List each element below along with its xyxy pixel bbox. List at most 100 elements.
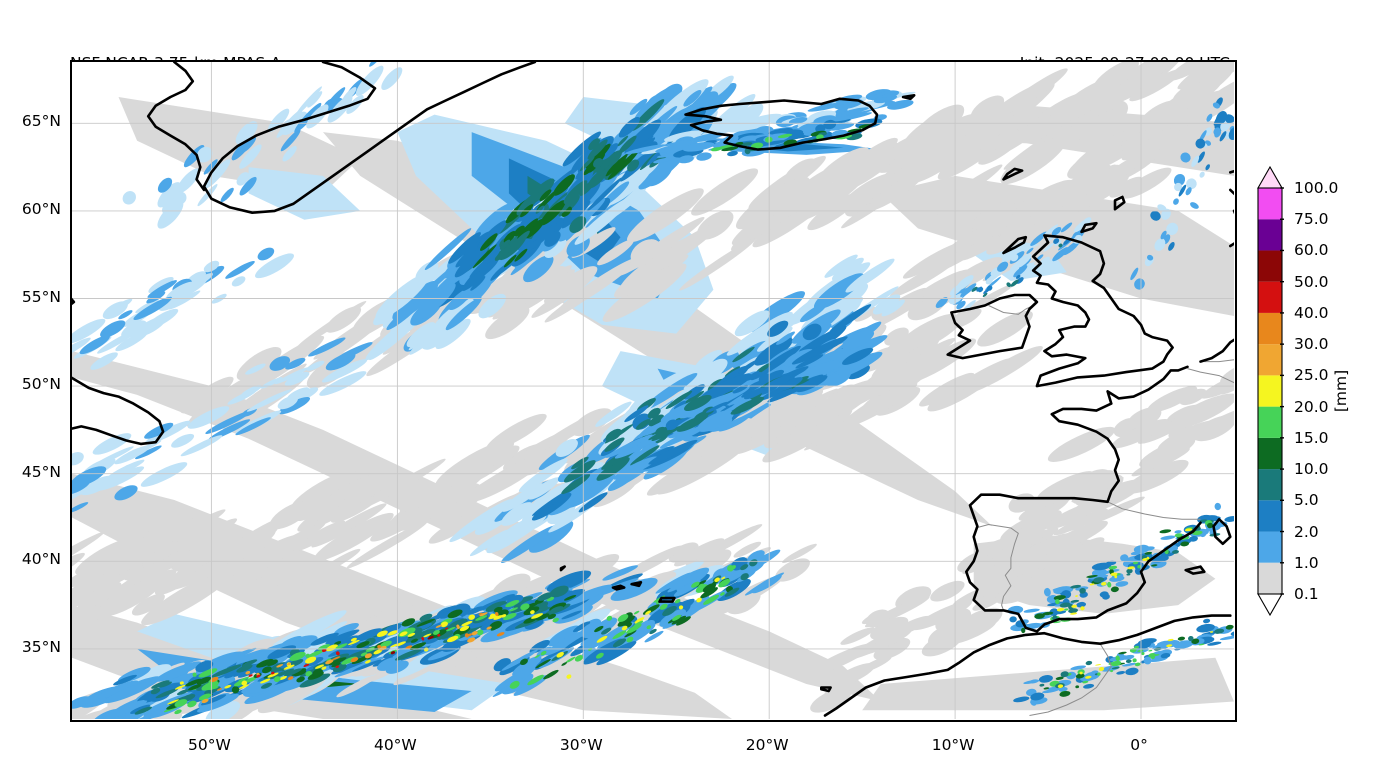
- coastline-azores-1: [611, 584, 626, 591]
- precip-streaks-cyc-green: [472, 135, 640, 269]
- colorbar-band-4: [1258, 437, 1282, 470]
- colorbar-tick-label: 5.0: [1294, 491, 1319, 510]
- coastline-greenland-west-inner: [146, 62, 206, 192]
- latitude-tick-label: 65°N: [21, 112, 61, 131]
- longitude-tick-label: 50°W: [188, 736, 231, 754]
- coastline-greenland-south: [202, 62, 537, 214]
- precip-streaks-iberia-green: [1021, 519, 1221, 634]
- latitude-tick-label: 50°N: [21, 375, 61, 394]
- colorbar-tick-label: 100.0: [1294, 179, 1339, 197]
- colorbar-band-9: [1258, 281, 1282, 313]
- map-graphic: [72, 62, 1234, 719]
- colorbar-tick-label: 25.0: [1294, 366, 1329, 385]
- colorbar-under-arrow: [1257, 593, 1283, 616]
- border-belgium-netherlands: [1204, 359, 1234, 363]
- colorbar-band-7: [1258, 344, 1282, 376]
- coastline-faroe: [1002, 167, 1024, 181]
- colorbar-tick-label: 60.0: [1294, 241, 1329, 260]
- coastline-norway-south: [1229, 242, 1234, 248]
- colorbar-tick-label: 75.0: [1294, 210, 1329, 229]
- precip-streaks-itcz-orange: [201, 612, 505, 704]
- colorbar-tick-label: 15.0: [1294, 428, 1329, 447]
- colorbar-tick-label: 10.0: [1294, 460, 1329, 479]
- border-france-belgium-germany: [1187, 368, 1234, 384]
- precip-streaks-itcz2-yellow: [534, 576, 726, 679]
- coastline-orkney: [1080, 221, 1098, 234]
- border-portugal-spain: [975, 523, 1019, 611]
- colorbar-band-2: [1258, 500, 1282, 532]
- coastline-north-africa: [823, 614, 1232, 717]
- coastline-corsica-sardinia: [1212, 518, 1232, 546]
- coastline-madeira: [820, 686, 832, 693]
- colorbar: [1256, 166, 1284, 616]
- national-borders: [975, 305, 1234, 716]
- colorbar-band-12: [1258, 188, 1282, 220]
- precip-streaks-greenland-lt: [122, 62, 403, 229]
- coastline-newfoundland: [72, 376, 165, 446]
- precip-streaks-itcz-red: [248, 627, 449, 678]
- colorbar-band-11: [1258, 219, 1282, 251]
- longitude-tick-label: 10°W: [931, 736, 975, 754]
- precip-streaks-trace-east: [807, 360, 1234, 713]
- coastline-mallorca: [1184, 565, 1206, 575]
- precip-streaks-norway-blue: [1130, 97, 1234, 290]
- coastline-ireland: [946, 293, 1039, 360]
- colorbar-band-lowest: [1258, 562, 1282, 594]
- coastlines: [72, 62, 1234, 717]
- precip-streaks-band2-green: [648, 354, 828, 441]
- latitude-tick-label: 55°N: [21, 287, 61, 306]
- colorbar-tick-label: 20.0: [1294, 397, 1329, 416]
- gridlines: [72, 62, 1234, 719]
- colorbar-band-8: [1258, 312, 1282, 345]
- precipitation-layer: [72, 62, 1234, 719]
- colorbar-band-10: [1258, 250, 1282, 282]
- latitude-tick-label: 35°N: [21, 637, 61, 656]
- precip-streaks-itcz2-green: [509, 559, 758, 689]
- precip-region-trace-africa: [862, 657, 1234, 711]
- coastline-orkney-shetland: [1113, 195, 1126, 211]
- colorbar-tick-label: 30.0: [1294, 335, 1329, 354]
- coastline-britain: [1031, 234, 1174, 388]
- precip-streaks-newf-blue: [72, 337, 373, 514]
- precip-region-lt-davis: [248, 167, 361, 220]
- precip-streaks-africa-yellow: [1057, 631, 1214, 689]
- coastline-labrador-quebec: [72, 297, 76, 306]
- colorbar-over-arrow: [1257, 166, 1283, 189]
- coastline-netherlands-germany: [1199, 338, 1234, 363]
- coastline-iceland: [684, 97, 879, 151]
- border-morocco-algeria: [1029, 643, 1112, 716]
- precip-region-trace-atlantic-band1: [72, 473, 732, 719]
- coastline-france-iberia: [965, 365, 1202, 633]
- longitude-tick-label: 0°: [1130, 736, 1148, 754]
- border-uk-ireland: [988, 305, 1034, 315]
- coastline-norway-west: [1229, 188, 1234, 215]
- border-spain-france: [1107, 501, 1201, 520]
- longitude-tick-label: 30°W: [559, 736, 603, 754]
- precip-streaks-trace-mid: [72, 310, 1043, 627]
- precip-streaks-labr-lt: [72, 247, 294, 370]
- latitude-tick-label: 40°N: [21, 550, 61, 569]
- colorbar-title: [mm]: [1332, 369, 1350, 413]
- coastline-azores-3: [658, 596, 676, 603]
- coastline-azores-2: [630, 581, 643, 588]
- latitude-tick-label: 45°N: [21, 462, 61, 481]
- coastline-outer-hebrides: [1002, 235, 1028, 255]
- colorbar-tick-label: 1.0: [1294, 553, 1319, 572]
- colorbar-tick-label: 0.1: [1294, 585, 1319, 603]
- colorbar-tick-label: 40.0: [1294, 303, 1329, 322]
- colorbar-band-5: [1258, 406, 1282, 438]
- coastline-jan-mayen: [901, 94, 916, 101]
- longitude-tick-label: 40°W: [373, 736, 417, 754]
- colorbar-band-3: [1258, 469, 1282, 501]
- colorbar-band-1: [1258, 531, 1282, 563]
- colorbar-tick-label: 50.0: [1294, 272, 1329, 291]
- colorbar-band-6: [1258, 375, 1282, 407]
- latitude-tick-label: 60°N: [21, 199, 61, 218]
- colorbar-outline: [1257, 187, 1283, 595]
- longitude-tick-label: 20°W: [745, 736, 789, 754]
- map-panel: [70, 60, 1237, 722]
- colorbar-graphic: [1257, 166, 1284, 616]
- coastline-azores-4: [559, 565, 566, 572]
- colorbar-tick-label: 2.0: [1294, 522, 1319, 541]
